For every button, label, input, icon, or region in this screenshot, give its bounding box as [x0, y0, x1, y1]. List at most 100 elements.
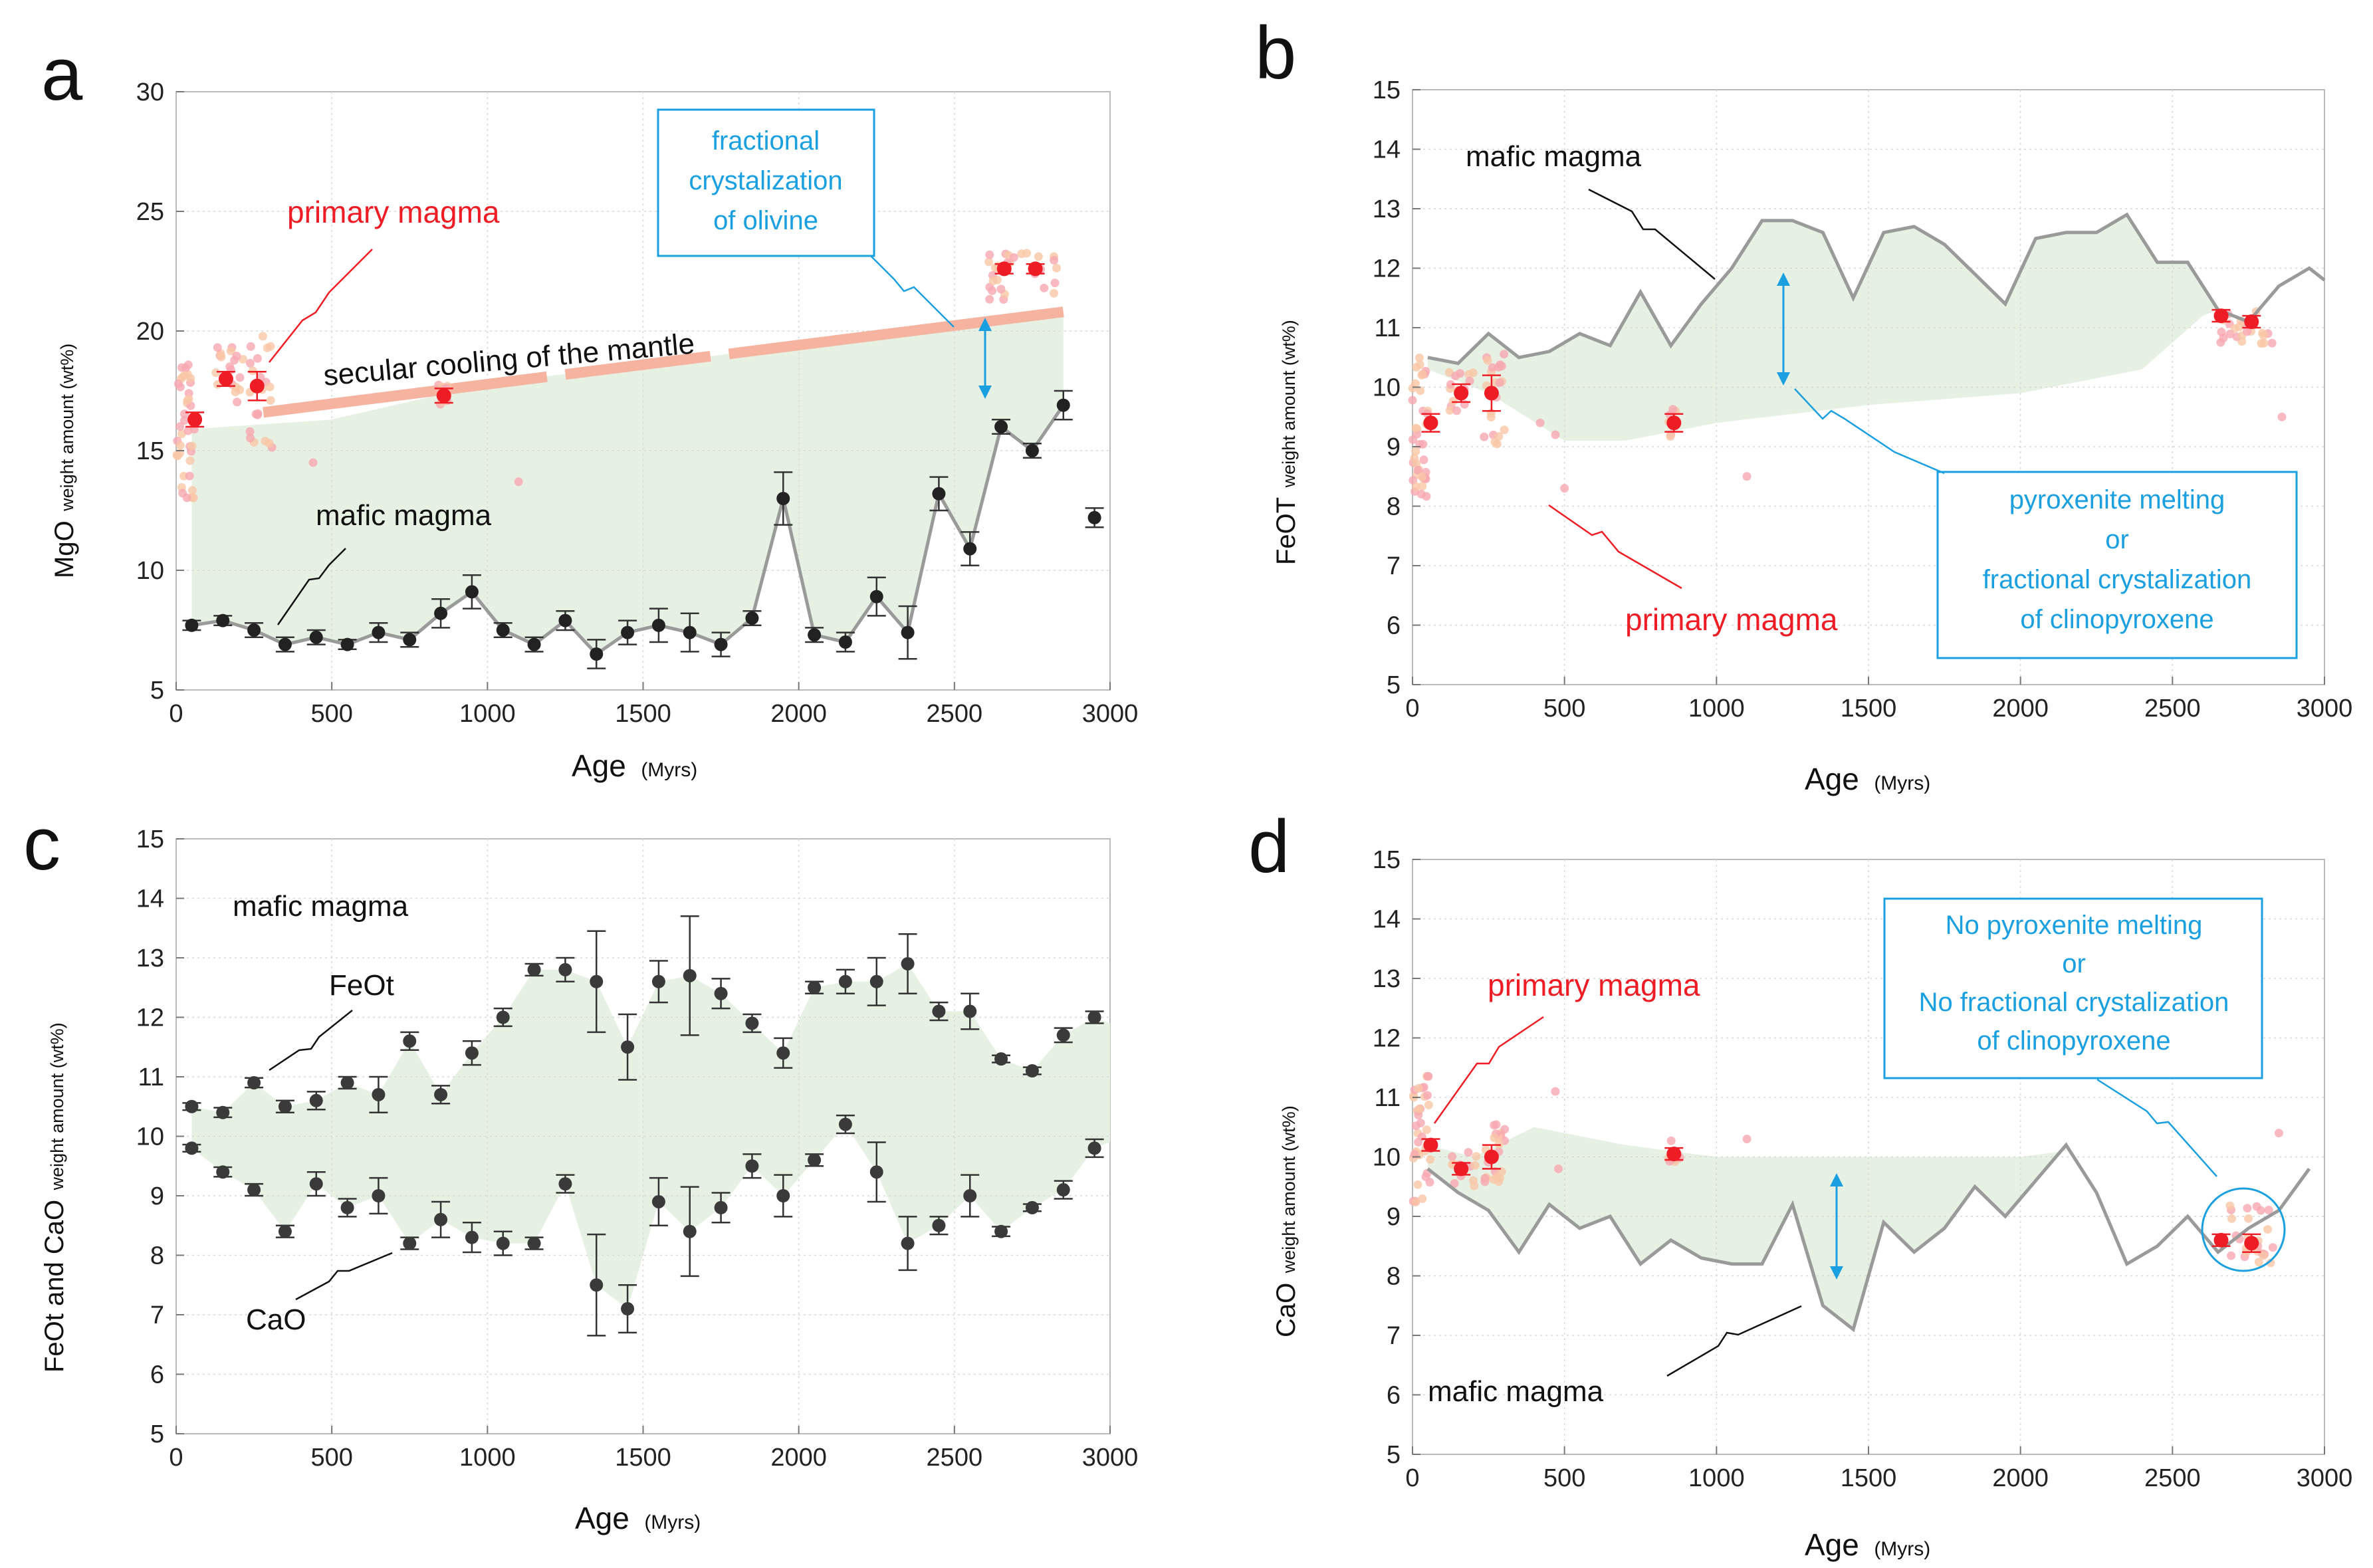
primary-cloud-point — [1416, 386, 1425, 395]
x-tick-label: 1000 — [1688, 695, 1745, 723]
x-tick-label: 1000 — [459, 700, 516, 728]
panel-c: c 5 6 7 8 9 10 11 12 13 14 15 0 500 1000 1500 2000 2500 3… — [23, 802, 1138, 1535]
y-tick-label: 8 — [1387, 1263, 1401, 1291]
primary-cloud-point — [1446, 380, 1455, 389]
mafic-leader-d — [1666, 1305, 1802, 1377]
primary-cloud-point — [514, 477, 523, 487]
x-axis-label-d: Age (Myrs) — [1805, 1527, 1930, 1562]
primary-cloud-point — [182, 493, 191, 503]
x-axis-label-c: Age (Myrs) — [575, 1501, 701, 1535]
y-tick-label: 14 — [1373, 906, 1401, 934]
primary-cloud-point — [1535, 418, 1545, 427]
primary-cloud-point — [266, 395, 275, 405]
x-tick-label: 0 — [169, 700, 183, 728]
primary-point — [249, 378, 265, 393]
feot-point — [309, 1093, 323, 1107]
panel-letter-c: c — [23, 802, 60, 885]
y-tick-label: 5 — [150, 1420, 164, 1448]
x-axis-label-a: Age (Myrs) — [572, 748, 697, 783]
primary-cloud-point — [1494, 363, 1503, 372]
primary-cloud-point — [1668, 405, 1678, 414]
primary-magma-label-a: primary magma — [287, 195, 500, 229]
primary-cloud-point — [1490, 437, 1500, 447]
primary-cloud-point — [245, 358, 255, 368]
primary-point — [996, 261, 1012, 277]
x-tick-label: 3000 — [2297, 695, 2353, 723]
mafic-point — [651, 618, 665, 632]
cao-point — [465, 1230, 479, 1244]
feot-leader-c — [269, 1010, 353, 1071]
y-tick-label: 12 — [1373, 1025, 1401, 1053]
primary-cloud-point — [232, 352, 241, 361]
y-tick-label: 11 — [138, 1064, 164, 1091]
primary-cloud-point — [213, 343, 222, 352]
primary-cloud-point — [1500, 425, 1509, 435]
feot-point — [590, 974, 604, 988]
feot-point — [465, 1046, 479, 1060]
mafic-point — [1087, 510, 1101, 524]
mafic-point — [496, 623, 510, 637]
primary-cloud-point — [1426, 1155, 1435, 1164]
primary-cloud-point — [1448, 397, 1458, 406]
mafic-point — [372, 625, 386, 639]
series-lines-d — [1426, 1142, 2311, 1333]
cao-point — [683, 1224, 697, 1238]
primary-cloud-point — [173, 451, 182, 461]
primary-cloud-point — [180, 371, 189, 380]
primary-point — [1454, 1161, 1469, 1176]
primary-cloud-point — [226, 346, 235, 356]
mafic-point — [776, 492, 790, 505]
cao-point — [590, 1278, 604, 1292]
y-tick-label: 14 — [1373, 136, 1401, 164]
cao-point — [994, 1224, 1008, 1238]
y-tick-label: 13 — [1373, 195, 1401, 223]
y-tick-label: 6 — [1387, 612, 1401, 640]
primary-cloud-point — [235, 373, 245, 382]
feot-point — [1087, 1010, 1101, 1024]
primary-point — [2244, 314, 2259, 330]
feot-point — [403, 1034, 417, 1048]
ticks-a: 5 10 15 20 25 30 0 500 1000 1500 2000 2500 3000 — [136, 78, 1139, 728]
pyroxenite-box-line-1: pyroxenite melting — [2009, 485, 2225, 514]
primary-cloud-point — [1560, 484, 1569, 493]
primary-cloud-point — [1422, 1125, 1431, 1135]
primary-point — [2213, 1232, 2229, 1248]
y-tick-label: 11 — [1375, 314, 1401, 342]
envelope-a — [191, 312, 1064, 654]
mafic-point — [185, 618, 199, 632]
mafic-leader-a — [277, 548, 346, 625]
primary-leader-a — [269, 249, 373, 363]
primary-cloud-point — [2227, 1251, 2236, 1260]
mafic-point — [1025, 444, 1039, 457]
feot-point — [1025, 1064, 1039, 1078]
y-tick-label: 13 — [136, 945, 164, 972]
primary-cloud-point — [1417, 472, 1426, 481]
feot-point — [651, 974, 665, 988]
mafic-point — [1056, 398, 1070, 412]
primary-cloud-point — [253, 354, 262, 363]
primary-cloud-point — [2219, 334, 2228, 343]
panel-a: a 5 10 15 20 25 30 0 500 1000 1500 2000 2500 3000 Mg… — [41, 33, 1138, 783]
mafic-point — [869, 590, 883, 604]
x-tick-label: 2500 — [927, 700, 983, 728]
primary-cloud-point — [265, 382, 275, 392]
feot-point — [1056, 1028, 1070, 1042]
feot-point — [869, 974, 883, 988]
y-tick-label: 5 — [1387, 1441, 1401, 1469]
primary-cloud-point — [988, 277, 998, 286]
pyroxenite-arrow-b — [1777, 273, 1790, 386]
primary-cloud-point — [1742, 1135, 1752, 1144]
y-tick-label: 7 — [150, 1301, 164, 1329]
cao-point — [558, 1177, 572, 1191]
primary-cloud-point — [1423, 1071, 1432, 1081]
primary-cloud-point — [2227, 1214, 2237, 1223]
y-tick-label: 20 — [136, 318, 164, 346]
primary-point — [187, 412, 203, 427]
olivine-arrow-a — [978, 318, 992, 399]
primary-cloud-point — [2268, 1243, 2277, 1252]
primary-cloud-point — [1415, 1104, 1424, 1113]
y-tick-label: 8 — [1387, 493, 1401, 521]
ticks-b: 5 6 7 8 9 10 11 12 13 14 15 0 500 1000 1500 2000 2500 300… — [1373, 76, 2353, 723]
primary-cloud-point — [1413, 1180, 1422, 1189]
primary-cloud-point — [1040, 283, 1049, 292]
